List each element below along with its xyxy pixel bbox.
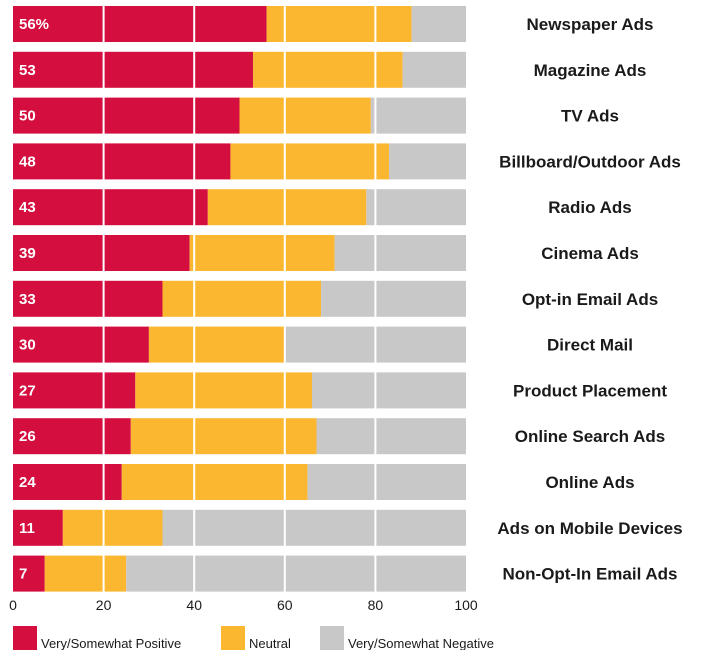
bar-segment-neutral <box>253 51 403 88</box>
bar-segment-neutral <box>62 509 163 546</box>
category-label: Product Placement <box>513 381 667 400</box>
bar-segment-neutral <box>135 372 312 409</box>
bar-segment-neutral <box>130 418 317 455</box>
bar-segment-positive <box>13 97 240 134</box>
category-label: Radio Ads <box>548 198 631 217</box>
bar-segment-negative <box>366 189 466 226</box>
bar-segment-neutral <box>239 97 371 134</box>
bar-segment-positive <box>13 280 163 317</box>
bar-value-label: 56% <box>19 16 49 33</box>
bar-segment-neutral <box>162 280 322 317</box>
bar-value-label: 39 <box>19 245 36 262</box>
bar-segment-positive <box>13 235 190 271</box>
bar-segment-positive <box>13 372 136 409</box>
bar-value-label: 50 <box>19 108 36 125</box>
bar-value-label: 53 <box>19 62 36 79</box>
x-tick-label: 60 <box>277 597 293 613</box>
legend-label: Neutral <box>249 636 291 650</box>
bar-segment-neutral <box>230 143 389 180</box>
bar-segment-positive <box>13 143 231 180</box>
bar-value-label: 11 <box>19 520 35 537</box>
bar-value-label: 48 <box>19 153 36 170</box>
bar-value-label: 33 <box>19 291 36 308</box>
bar-segment-positive <box>13 6 267 42</box>
x-tick-label: 80 <box>368 597 384 613</box>
category-label: TV Ads <box>561 107 619 126</box>
bar-value-label: 26 <box>19 428 36 445</box>
category-label: Direct Mail <box>547 336 633 355</box>
bar-segment-negative <box>162 509 467 546</box>
legend-swatch <box>13 626 37 650</box>
bar-segment-negative <box>388 143 466 180</box>
bar-segment-negative <box>370 97 466 134</box>
category-label: Newspaper Ads <box>527 15 654 34</box>
bar-segment-negative <box>311 372 466 409</box>
bar-segment-neutral <box>148 326 285 363</box>
category-label: Non-Opt-In Email Ads <box>502 565 677 584</box>
bar-segment-positive <box>13 189 208 226</box>
x-tick-label: 40 <box>186 597 202 613</box>
bar-segment-negative <box>307 464 466 500</box>
category-label: Opt-in Email Ads <box>522 290 658 309</box>
bar-segment-positive <box>13 555 45 592</box>
bar-value-label: 7 <box>19 566 27 583</box>
bar-segment-neutral <box>266 6 412 42</box>
category-label: Cinema Ads <box>541 244 639 263</box>
bar-segment-negative <box>126 555 466 592</box>
bar-segment-neutral <box>44 555 127 592</box>
x-tick-label: 20 <box>96 597 112 613</box>
category-label: Online Search Ads <box>515 427 666 446</box>
category-label: Billboard/Outdoor Ads <box>499 152 681 171</box>
bar-segment-positive <box>13 51 254 88</box>
bar-segment-positive <box>13 326 149 363</box>
bar-segment-neutral <box>121 464 308 500</box>
legend-swatch <box>320 626 344 650</box>
bar-segment-negative <box>321 280 466 317</box>
bar-value-label: 43 <box>19 199 36 216</box>
legend-label: Very/Somewhat Positive <box>41 636 181 650</box>
bar-value-label: 24 <box>19 474 36 491</box>
x-tick-label: 100 <box>454 597 478 613</box>
bar-segment-neutral <box>207 189 367 226</box>
legend-swatch <box>221 626 245 650</box>
bar-segment-neutral <box>189 235 335 271</box>
bar-segment-negative <box>316 418 466 455</box>
category-label: Magazine Ads <box>534 61 647 80</box>
category-label: Ads on Mobile Devices <box>497 519 682 538</box>
bar-segment-positive <box>13 418 131 455</box>
bar-value-label: 27 <box>19 382 36 399</box>
category-label: Online Ads <box>545 473 634 492</box>
x-tick-label: 0 <box>9 597 17 613</box>
bar-segment-positive <box>13 509 63 546</box>
bar-segment-negative <box>402 51 466 88</box>
bar-segment-negative <box>411 6 466 42</box>
bar-value-label: 30 <box>19 337 36 354</box>
legend-label: Very/Somewhat Negative <box>348 636 494 650</box>
bar-segment-negative <box>334 235 466 271</box>
